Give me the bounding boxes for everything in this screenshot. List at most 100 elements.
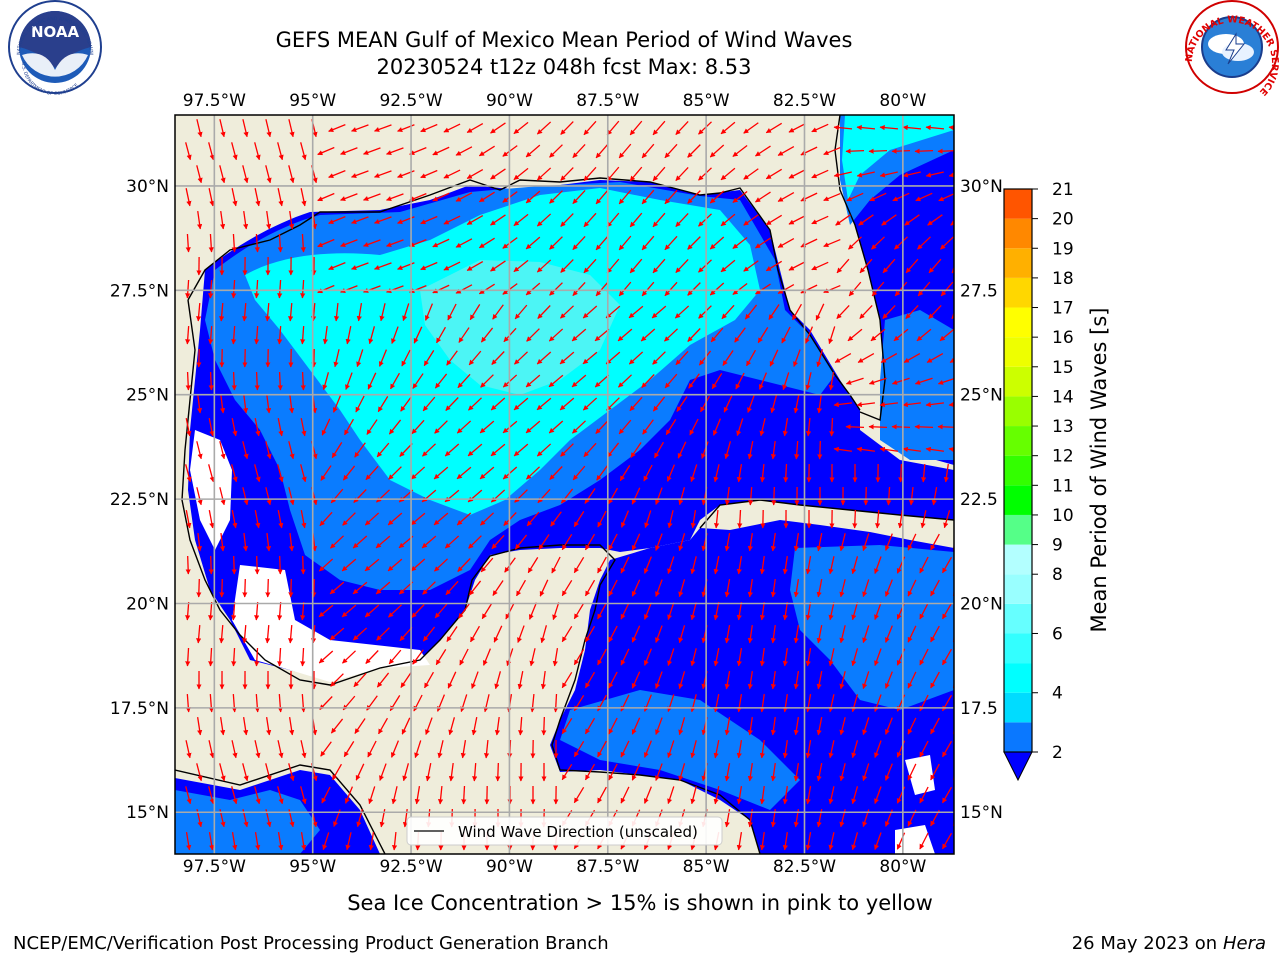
wind-arrow-982: [884, 763, 893, 781]
wind-arrow-185: [525, 236, 541, 250]
wind-arrow-649: [254, 555, 260, 575]
wind-arrow-223: [629, 258, 643, 274]
wind-arrow-709: [862, 579, 870, 598]
wind-arrow-884: [196, 717, 203, 736]
wind-arrow-808: [782, 648, 788, 667]
wind-arrow-462: [642, 419, 654, 435]
wind-arrow-642: [884, 533, 893, 551]
wind-arrow-639: [816, 533, 823, 552]
wind-arrow-779: [907, 625, 917, 643]
lon-label-bottom-1: 95°W: [289, 857, 336, 877]
lat-label-right-0: 15°N: [960, 803, 1003, 823]
wind-arrow-855: [300, 693, 306, 713]
wind-arrow-686: [329, 581, 345, 595]
wind-arrow-133: [892, 192, 910, 202]
wind-arrow-218: [513, 259, 529, 273]
wind-arrow-946: [828, 740, 835, 759]
colorbar-segment-6: [1004, 544, 1032, 575]
wind-arrow-377: [254, 371, 260, 391]
wind-arrow-827: [447, 671, 457, 689]
wind-arrow-113: [432, 192, 450, 202]
figure-title: GEFS MEAN Gulf of Mexico Mean Period of …: [275, 28, 853, 52]
wind-arrow-426: [606, 397, 620, 411]
wind-arrow-14: [513, 121, 529, 135]
wind-arrow-711: [907, 579, 917, 597]
wind-arrow-88: [652, 166, 666, 182]
wind-arrow-995: [391, 786, 398, 805]
wind-arrow-455: [479, 420, 495, 434]
colorbar-tick-label-10: 15: [1052, 358, 1074, 378]
wind-arrow-374: [185, 371, 191, 391]
wind-arrow-969: [584, 763, 596, 781]
colorbar-tick-label-4: 9: [1052, 536, 1063, 556]
wind-arrow-265: [800, 284, 818, 294]
wind-arrow-403: [845, 377, 864, 385]
wind-arrow-994: [368, 786, 376, 805]
wind-arrow-641: [862, 533, 870, 552]
lat-label-left-5: 27.5°N: [110, 281, 169, 301]
colorbar-tick-label-1: 4: [1052, 684, 1063, 704]
wind-arrow-718: [277, 601, 283, 621]
wind-arrow-460: [595, 420, 609, 434]
wind-arrow-650: [277, 555, 283, 575]
wind-arrow-375: [208, 371, 214, 391]
wind-arrow-1013: [805, 786, 812, 805]
wind-arrow-409: [219, 394, 226, 414]
colorbar-segment-12: [1004, 366, 1032, 397]
wind-arrow-684: [288, 578, 294, 598]
sea-ice-caption: Sea Ice Concentration > 15% is shown in …: [347, 891, 933, 915]
wind-arrow-431: [723, 395, 733, 413]
wind-arrow-735: [667, 602, 675, 621]
wind-arrow-771: [724, 625, 731, 644]
wind-arrow-1086: [919, 832, 929, 850]
wind-arrow-922: [277, 740, 284, 759]
wind-arrow-961: [402, 763, 410, 782]
wind-arrow-433: [770, 395, 778, 414]
wind-arrow-155: [629, 212, 643, 228]
colorbar-label: Mean Period of Wind Waves [s]: [1087, 308, 1111, 633]
colorbar-tick-label-6: 11: [1052, 476, 1074, 496]
wind-arrow-578: [185, 510, 192, 529]
wind-arrow-22: [698, 121, 712, 135]
wind-arrow-180: [409, 239, 427, 248]
colorbar-segment-5: [1004, 574, 1032, 604]
wind-arrow-1079: [759, 831, 765, 851]
wind-arrow-844: [839, 671, 846, 690]
wind-arrow-667: [667, 556, 675, 575]
lat-label-left-0: 15°N: [126, 803, 169, 823]
wind-arrow-921: [254, 740, 261, 759]
wind-arrow-1012: [782, 786, 788, 805]
wind-arrow-125: [709, 190, 725, 204]
wind-arrow-226: [698, 259, 712, 273]
lon-label-bottom-7: 80°W: [879, 857, 926, 877]
lon-label-bottom-0: 97.5°W: [183, 857, 246, 877]
wind-arrow-29: [856, 125, 876, 131]
wind-arrow-658: [457, 558, 471, 572]
wind-arrow-531: [666, 464, 676, 482]
wind-arrow-389: [525, 374, 541, 388]
wind-arrow-473: [891, 424, 911, 430]
wind-arrow-811: [851, 648, 859, 667]
wind-arrow-532: [690, 464, 698, 483]
wind-arrow-1062: [368, 832, 375, 851]
lon-labels-top: 97.5°W 95°W 92.5°W 90°W 87.5°W 85°W 82.5°W 80°W: [183, 91, 927, 111]
wind-arrow-363: [722, 350, 734, 366]
wind-arrow-188: [595, 235, 609, 251]
wind-arrow-3: [265, 119, 272, 138]
wind-arrow-511: [208, 464, 215, 483]
wind-arrow-716: [231, 601, 237, 621]
wind-arrow-743: [851, 602, 859, 621]
wind-arrow-414: [332, 395, 342, 413]
wind-arrow-599: [667, 510, 674, 529]
wind-arrow-780: [930, 625, 940, 643]
wind-arrow-623: [444, 535, 460, 549]
wind-arrow-76: [374, 170, 392, 178]
wind-arrow-656: [410, 558, 426, 572]
wind-arrow-528: [596, 465, 608, 481]
wind-arrow-283: [447, 303, 457, 321]
wind-arrow-707: [816, 579, 823, 598]
wind-arrow-655: [387, 558, 403, 572]
wind-arrow-574: [886, 486, 892, 506]
colorbar-segment-7: [1004, 514, 1032, 545]
wind-arrow-950: [919, 740, 929, 758]
